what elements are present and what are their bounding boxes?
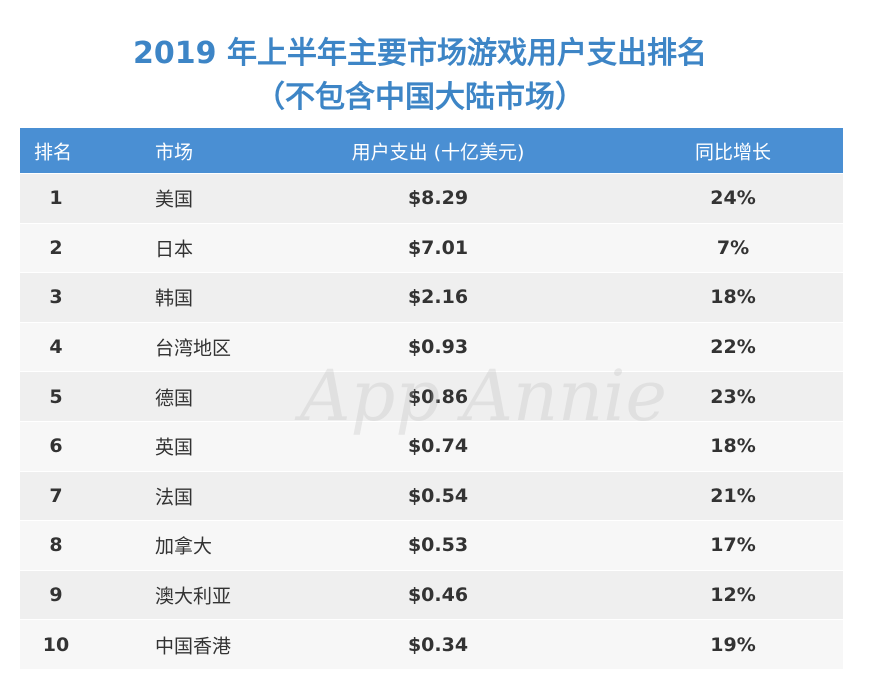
table-cell: 12%: [710, 584, 756, 607]
table-row: 1 美国 $8.29 24%: [20, 174, 843, 224]
title: 2019 年上半年主要市场游戏用户支出排名: [133, 36, 707, 71]
table-cell: $8.29: [407, 187, 469, 210]
column-header: 市场: [155, 141, 194, 163]
table-cell: 10: [42, 633, 70, 656]
table-cell: $0.86: [407, 385, 469, 408]
table-cell: 7%: [716, 236, 750, 259]
table-cell: 加拿大: [155, 535, 213, 558]
table-cell: 日本: [155, 238, 194, 261]
table-cell: $7.01: [407, 236, 469, 259]
table-cell: $0.93: [407, 336, 469, 359]
table-cell: 22%: [710, 336, 756, 359]
table-cell: $0.53: [407, 534, 469, 557]
table-cell: 4: [49, 336, 63, 359]
table-row: 3 韩国 $2.16 18%: [20, 273, 843, 323]
table-cell: 7: [49, 484, 63, 507]
table-cell: $0.74: [407, 435, 469, 458]
table-row: 7 法国 $0.54 21%: [20, 471, 843, 522]
table-cell: 美国: [155, 188, 194, 211]
table-cell: 2: [49, 236, 63, 259]
table-cell: $2.16: [407, 286, 469, 309]
column-header: 同比增长: [694, 141, 771, 163]
table-cell: 德国: [155, 387, 194, 410]
table-cell: 18%: [710, 435, 756, 458]
column-header: 排名: [34, 141, 73, 163]
table-cell: 23%: [710, 385, 756, 408]
table-cell: 1: [49, 187, 63, 210]
table-cell: $0.54: [407, 484, 469, 507]
table-cell: 英国: [155, 436, 194, 459]
table-cell: 19%: [710, 633, 756, 656]
table-row: 5 德国 $0.86 23%: [20, 372, 843, 422]
table: 排名 市场 用户支出 (十亿美元) 同比增长 1 美国 $8.29 24% 2 日本 $7.01 7%…: [20, 128, 843, 670]
table-cell: 8: [49, 534, 63, 557]
table-cell: 18%: [710, 286, 756, 309]
table-cell: $0.34: [407, 633, 469, 656]
table-cell: 5: [49, 385, 63, 408]
column-header: 用户支出 (十亿美元): [351, 141, 525, 163]
header-row: 排名 市场 用户支出 (十亿美元) 同比增长: [20, 128, 843, 174]
table-row: 9 澳大利亚 $0.46 12%: [20, 570, 843, 621]
table-row: 2 日本 $7.01 7%: [20, 223, 843, 274]
table-cell: $0.46: [407, 584, 469, 607]
table-row: 10 中国香港 $0.34 19%: [20, 620, 843, 670]
table-cell: 21%: [710, 484, 756, 507]
table-cell: 台湾地区: [155, 337, 232, 360]
table-row: 8 加拿大 $0.53 17%: [20, 521, 843, 571]
table-cell: 澳大利亚: [155, 585, 232, 608]
table-cell: 9: [49, 584, 63, 607]
table-cell: 中国香港: [155, 635, 232, 658]
subtitle: （不包含中国大陆市场）: [255, 80, 585, 115]
table-row: 4 台湾地区 $0.93 22%: [20, 322, 843, 373]
table-cell: 24%: [710, 187, 756, 210]
table-cell: 3: [49, 286, 63, 309]
table-cell: 17%: [710, 534, 756, 557]
table-row: 6 英国 $0.74 18%: [20, 421, 843, 472]
table-cell: 法国: [155, 486, 194, 509]
table-cell: 6: [49, 435, 63, 458]
table-cell: 韩国: [155, 287, 194, 310]
